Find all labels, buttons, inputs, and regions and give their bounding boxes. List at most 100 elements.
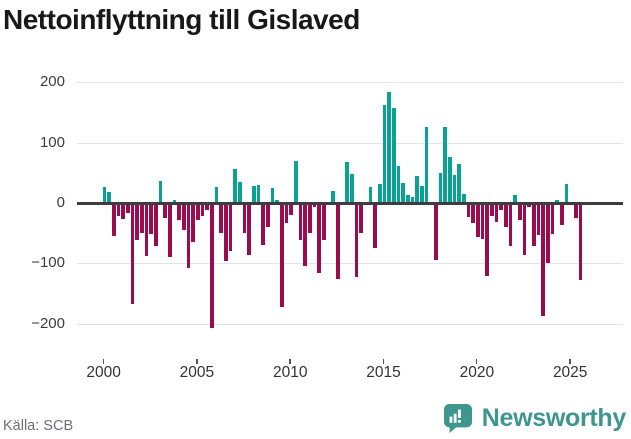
bar xyxy=(489,203,494,217)
bar xyxy=(279,203,284,308)
x-tick-label: 2005 xyxy=(179,364,215,381)
bar xyxy=(457,164,461,203)
bar xyxy=(382,105,387,203)
bar xyxy=(545,203,550,264)
bar xyxy=(233,168,237,203)
bar xyxy=(471,203,475,223)
x-tick-mark xyxy=(195,359,198,364)
bar xyxy=(494,203,499,223)
bar xyxy=(135,203,139,240)
bar xyxy=(354,203,359,277)
bar xyxy=(415,176,419,203)
bar xyxy=(219,203,223,234)
bar xyxy=(527,203,531,208)
bar xyxy=(256,184,261,203)
bar xyxy=(452,174,457,203)
bar xyxy=(125,203,130,214)
x-tick-mark xyxy=(102,359,105,364)
bar xyxy=(335,203,340,279)
zero-line xyxy=(77,201,623,205)
bar xyxy=(312,203,317,207)
bar xyxy=(223,203,228,262)
x-tick-mark xyxy=(475,359,478,364)
bar xyxy=(293,161,298,203)
bar xyxy=(163,203,167,219)
bar xyxy=(373,203,377,249)
y-gridline xyxy=(77,142,623,144)
bar xyxy=(107,191,111,203)
bar xyxy=(531,203,536,247)
x-tick-mark xyxy=(289,359,291,364)
bar xyxy=(303,203,307,266)
bar xyxy=(573,203,578,219)
bar xyxy=(284,203,289,223)
bar xyxy=(121,203,125,219)
bar xyxy=(149,203,153,235)
bar xyxy=(111,203,116,237)
bar xyxy=(191,203,195,242)
bar xyxy=(265,203,270,228)
bar xyxy=(214,186,219,203)
bar xyxy=(349,174,354,203)
x-tick-label: 2015 xyxy=(366,364,401,381)
y-gridline xyxy=(77,263,623,265)
bar xyxy=(508,203,513,246)
bar xyxy=(438,172,443,203)
bar xyxy=(555,199,559,203)
y-tick-label: 0 xyxy=(56,194,65,211)
bar xyxy=(410,196,415,203)
bar xyxy=(102,186,107,203)
y-tick-label: −100 xyxy=(31,254,65,272)
bar xyxy=(209,203,214,329)
bar xyxy=(359,203,363,234)
source-caption: Källa: SCB xyxy=(3,418,74,434)
bar xyxy=(447,156,452,203)
bar xyxy=(513,194,517,203)
bar xyxy=(564,184,569,203)
bar xyxy=(251,186,256,203)
bar xyxy=(433,203,438,260)
bar xyxy=(522,203,527,255)
y-tick-label: 100 xyxy=(39,133,65,151)
bar xyxy=(517,203,522,220)
bar xyxy=(391,108,396,203)
bar xyxy=(186,203,191,269)
bar xyxy=(475,203,480,238)
bar xyxy=(401,183,405,203)
brand-name: Newsworthy xyxy=(481,403,627,432)
bar xyxy=(307,203,312,234)
bar xyxy=(289,203,293,216)
bar xyxy=(247,203,251,255)
bar xyxy=(368,186,373,203)
bar xyxy=(177,203,181,220)
bar xyxy=(419,185,424,203)
bar xyxy=(536,203,541,235)
bar xyxy=(195,203,200,220)
bar xyxy=(130,203,135,305)
y-gridline xyxy=(77,323,623,325)
y-gridline xyxy=(77,82,623,84)
bar xyxy=(461,193,466,203)
bar xyxy=(158,181,163,203)
bar xyxy=(242,203,247,234)
bar xyxy=(298,203,303,240)
bar xyxy=(317,203,321,273)
bar xyxy=(503,203,508,227)
x-tick-mark xyxy=(382,359,385,364)
y-tick-label: −200 xyxy=(31,314,65,332)
bar xyxy=(541,203,545,316)
bar xyxy=(345,161,349,203)
bar xyxy=(153,203,158,247)
bar xyxy=(172,199,177,203)
bar xyxy=(466,203,471,217)
bar xyxy=(167,203,172,258)
bar xyxy=(321,203,326,241)
bar xyxy=(485,203,489,276)
brand-logo: Newsworthy xyxy=(443,403,626,433)
bar xyxy=(396,165,401,203)
bar xyxy=(424,127,429,203)
bar xyxy=(405,194,410,203)
bar xyxy=(139,203,144,234)
bar xyxy=(331,190,335,203)
x-tick-label: 2020 xyxy=(459,364,495,381)
